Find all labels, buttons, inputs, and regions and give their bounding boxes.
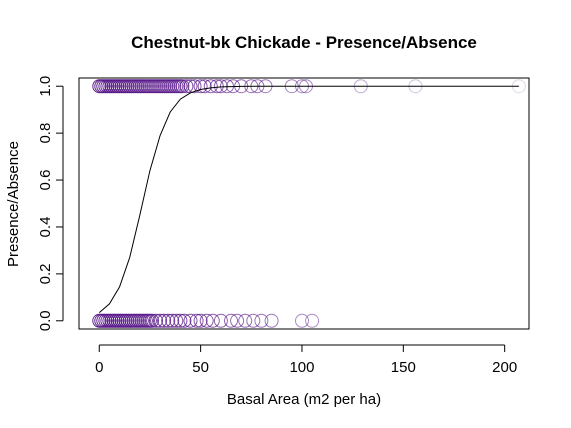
x-tick-label: 200	[492, 359, 517, 376]
y-tick-label: 0.2	[37, 263, 54, 284]
absence-point	[264, 313, 279, 328]
y-axis-label: Presence/Absence	[5, 141, 22, 267]
absence-point	[193, 313, 208, 328]
x-axis: 0 50 100 150 200	[95, 344, 517, 376]
chart-title: Chestnut-bk Chickade - Presence/Absence	[131, 33, 477, 52]
y-tick-label: 0.6	[37, 170, 54, 191]
presence-point	[197, 79, 212, 94]
x-tick-label: 50	[192, 359, 209, 376]
presence-point	[179, 79, 194, 94]
absence-point	[183, 313, 198, 328]
absence-point	[205, 313, 220, 328]
y-tick-label: 1.0	[37, 76, 54, 97]
absence-point	[295, 313, 309, 328]
presence-point	[193, 79, 208, 94]
absence-point	[165, 313, 180, 328]
absence-point	[238, 313, 253, 328]
x-tick-label: 100	[289, 359, 314, 376]
x-tick-label: 0	[95, 359, 103, 376]
presence-point	[213, 79, 228, 94]
absence-point	[224, 313, 238, 328]
absence-point	[189, 313, 204, 328]
absence-point	[230, 313, 245, 328]
absence-point	[145, 313, 159, 328]
absence-point	[213, 313, 228, 328]
absence-point	[173, 313, 188, 328]
absence-point	[169, 313, 184, 328]
absence-point	[149, 313, 163, 328]
curve-layer	[98, 85, 519, 313]
presence-point	[175, 79, 190, 94]
absence-point	[157, 313, 172, 328]
absence-point	[305, 313, 320, 328]
y-tick-label: 0.0	[37, 310, 54, 331]
absence-point	[161, 313, 176, 328]
x-tick-label: 150	[391, 359, 416, 376]
y-axis: 0.0 0.2 0.4 0.6 0.8 1.0	[37, 76, 64, 331]
y-tick-label: 0.4	[37, 217, 54, 238]
absence-point	[254, 313, 269, 328]
presence-point	[209, 79, 224, 94]
presence-point	[203, 79, 218, 94]
x-axis-label: Basal Area (m2 per ha)	[227, 391, 381, 408]
fitted-curve	[98, 85, 519, 313]
presence-point	[187, 79, 202, 94]
plot-frame	[78, 77, 530, 330]
absence-point	[199, 313, 214, 328]
absence-point	[246, 313, 261, 328]
absence-point	[153, 313, 168, 328]
y-tick-label: 0.8	[37, 123, 54, 144]
points-layer	[92, 79, 526, 328]
absence-point	[177, 313, 192, 328]
